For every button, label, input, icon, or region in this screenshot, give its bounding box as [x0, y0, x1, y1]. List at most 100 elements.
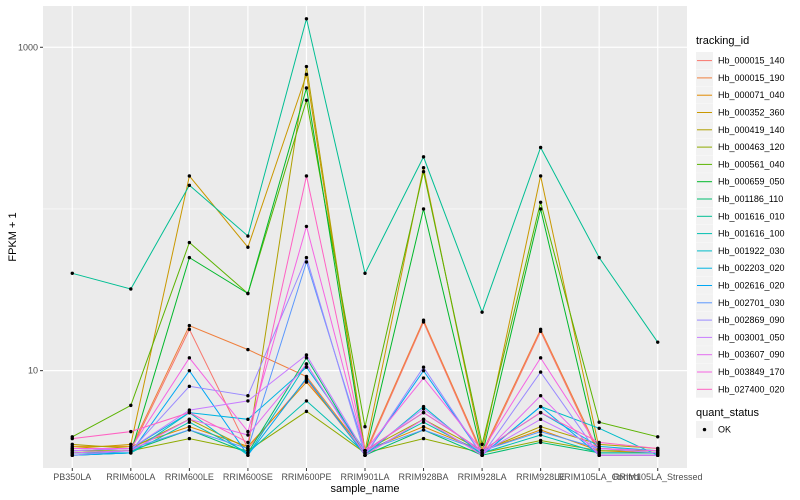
- data-point-Hb_000352_360: [421, 165, 426, 170]
- data-point-Hb_000015_190: [421, 318, 426, 322]
- data-point-Hb_003607_090: [597, 453, 601, 457]
- data-point-Hb_000561_040: [538, 200, 543, 204]
- data-point-Hb_000561_040: [187, 240, 192, 245]
- legend-title: tracking_id: [696, 35, 749, 47]
- data-point-Hb_002869_090: [246, 393, 250, 398]
- data-point-Hb_027400_020: [421, 410, 426, 415]
- data-point-Hb_002869_090: [304, 255, 309, 260]
- legend-label: Hb_000071_040: [718, 90, 785, 100]
- data-point-Hb_000352_360: [304, 72, 309, 77]
- legend-label: Hb_000463_120: [718, 142, 785, 152]
- data-point-Hb_003607_090: [304, 362, 309, 366]
- data-point-Hb_003849_170: [597, 446, 601, 451]
- data-point-Hb_001186_110: [538, 440, 543, 445]
- legend-label: Hb_000419_140: [718, 125, 785, 135]
- data-point-Hb_000352_360: [538, 174, 543, 178]
- data-point-Hb_003849_170: [304, 224, 309, 229]
- data-point-Hb_003607_090: [480, 453, 484, 457]
- shape-legend-label: OK: [718, 425, 731, 435]
- data-point-Hb_001616_100: [538, 433, 543, 437]
- data-point-Hb_001616_010: [421, 155, 426, 159]
- x-tick-label: RRIM600PE: [281, 472, 331, 482]
- data-point-Hb_000419_140: [70, 442, 74, 447]
- data-point-Hb_000352_360: [129, 442, 133, 447]
- data-point-Hb_001616_010: [656, 340, 660, 344]
- data-point-Hb_000561_040: [656, 435, 660, 439]
- data-point-Hb_027400_020: [304, 174, 309, 178]
- data-point-Hb_001616_010: [187, 183, 192, 188]
- data-point-Hb_001616_010: [597, 255, 601, 260]
- data-point-Hb_000561_040: [421, 170, 426, 174]
- data-point-Hb_003607_090: [187, 417, 192, 422]
- data-point-Hb_027400_020: [129, 429, 133, 434]
- data-point-Hb_002616_020: [304, 376, 309, 380]
- data-point-Hb_027400_020: [480, 448, 484, 453]
- data-point-Hb_001922_030: [597, 426, 601, 431]
- data-point-Hb_003001_050: [538, 417, 543, 422]
- legend-label: Hb_027400_020: [718, 384, 785, 394]
- data-point-Hb_002701_030: [304, 260, 309, 264]
- y-axis: 10 1000: [18, 42, 43, 376]
- data-points: [70, 17, 660, 457]
- y-tick-label: 10: [28, 366, 38, 376]
- legend-label: Hb_002869_090: [718, 315, 785, 325]
- legend-label: Hb_002203_020: [718, 263, 785, 273]
- data-point-Hb_000463_120: [304, 409, 309, 414]
- data-point-Hb_002701_030: [421, 428, 426, 432]
- data-point-Hb_003849_170: [246, 429, 250, 434]
- y-axis-title: FPKM + 1: [7, 212, 19, 261]
- data-point-Hb_001616_010: [246, 234, 250, 238]
- data-point-Hb_027400_020: [70, 436, 74, 441]
- data-point-Hb_027400_020: [363, 448, 367, 453]
- data-point-Hb_000659_050: [187, 255, 192, 260]
- data-point-Hb_002869_090: [538, 370, 543, 374]
- data-point-Hb_027400_020: [538, 410, 543, 415]
- data-point-Hb_000419_140: [304, 64, 309, 69]
- data-point-Hb_000015_190: [538, 327, 543, 332]
- data-point-Hb_002616_020: [246, 453, 250, 457]
- data-point-Hb_002616_020: [187, 368, 192, 373]
- x-tick-label: RRIM105LA_Control: [558, 472, 641, 482]
- x-tick-label: RRIM901LA: [340, 472, 389, 482]
- legend-label: Hb_002701_030: [718, 298, 785, 308]
- data-point-Hb_001922_030: [421, 404, 426, 409]
- data-point-Hb_000561_040: [480, 442, 484, 447]
- data-point-Hb_000659_050: [421, 207, 426, 211]
- data-point-Hb_000463_120: [421, 436, 426, 441]
- x-tick-label: RRIM600LA: [106, 472, 155, 482]
- data-point-Hb_003849_170: [129, 446, 133, 451]
- x-tick-label: RRIM600SE: [223, 472, 273, 482]
- x-axis: PB350LA RRIM600LA RRIM600LE RRIM600SE RRIM60…: [53, 468, 703, 482]
- data-point-Hb_002701_030: [246, 446, 250, 451]
- data-point-Hb_000561_040: [363, 425, 367, 429]
- data-point-Hb_000071_040: [421, 425, 426, 429]
- x-tick-label: RRIM928BA: [399, 472, 449, 482]
- data-point-Hb_000561_040: [597, 420, 601, 424]
- legend-label: Hb_000352_360: [718, 108, 785, 118]
- data-point-Hb_001616_100: [187, 420, 192, 424]
- data-point-Hb_000463_120: [187, 436, 192, 441]
- legend-label: Hb_000561_040: [718, 159, 785, 169]
- x-tick-label: RRIM600LE: [165, 472, 214, 482]
- shape-legend: quant_status OK: [696, 407, 759, 438]
- data-point-Hb_001186_110: [304, 356, 309, 360]
- data-point-Hb_001616_010: [538, 145, 543, 150]
- shape-legend-title: quant_status: [696, 407, 759, 419]
- data-point-Hb_027400_020: [597, 440, 601, 445]
- data-point-Hb_002203_020: [246, 417, 250, 422]
- data-point-Hb_027400_020: [656, 446, 660, 451]
- legend-label: Hb_002616_020: [718, 281, 785, 291]
- data-point-Hb_001616_100: [304, 399, 309, 403]
- data-point-Hb_000659_050: [304, 86, 309, 90]
- x-axis-title: sample_name: [330, 483, 399, 495]
- data-point-Hb_000659_050: [538, 207, 543, 211]
- legend-label: Hb_000659_050: [718, 177, 785, 187]
- data-point-Hb_003849_170: [70, 446, 74, 451]
- data-point-Hb_000352_360: [246, 245, 250, 249]
- data-point-Hb_003607_090: [246, 433, 250, 437]
- x-tick-label: RRIM928LA: [458, 472, 507, 482]
- data-point-Hb_003607_090: [421, 417, 426, 422]
- x-tick-label: RRIM928LE: [516, 472, 565, 482]
- data-point-Hb_002701_030: [538, 429, 543, 434]
- data-point-Hb_002616_020: [421, 368, 426, 373]
